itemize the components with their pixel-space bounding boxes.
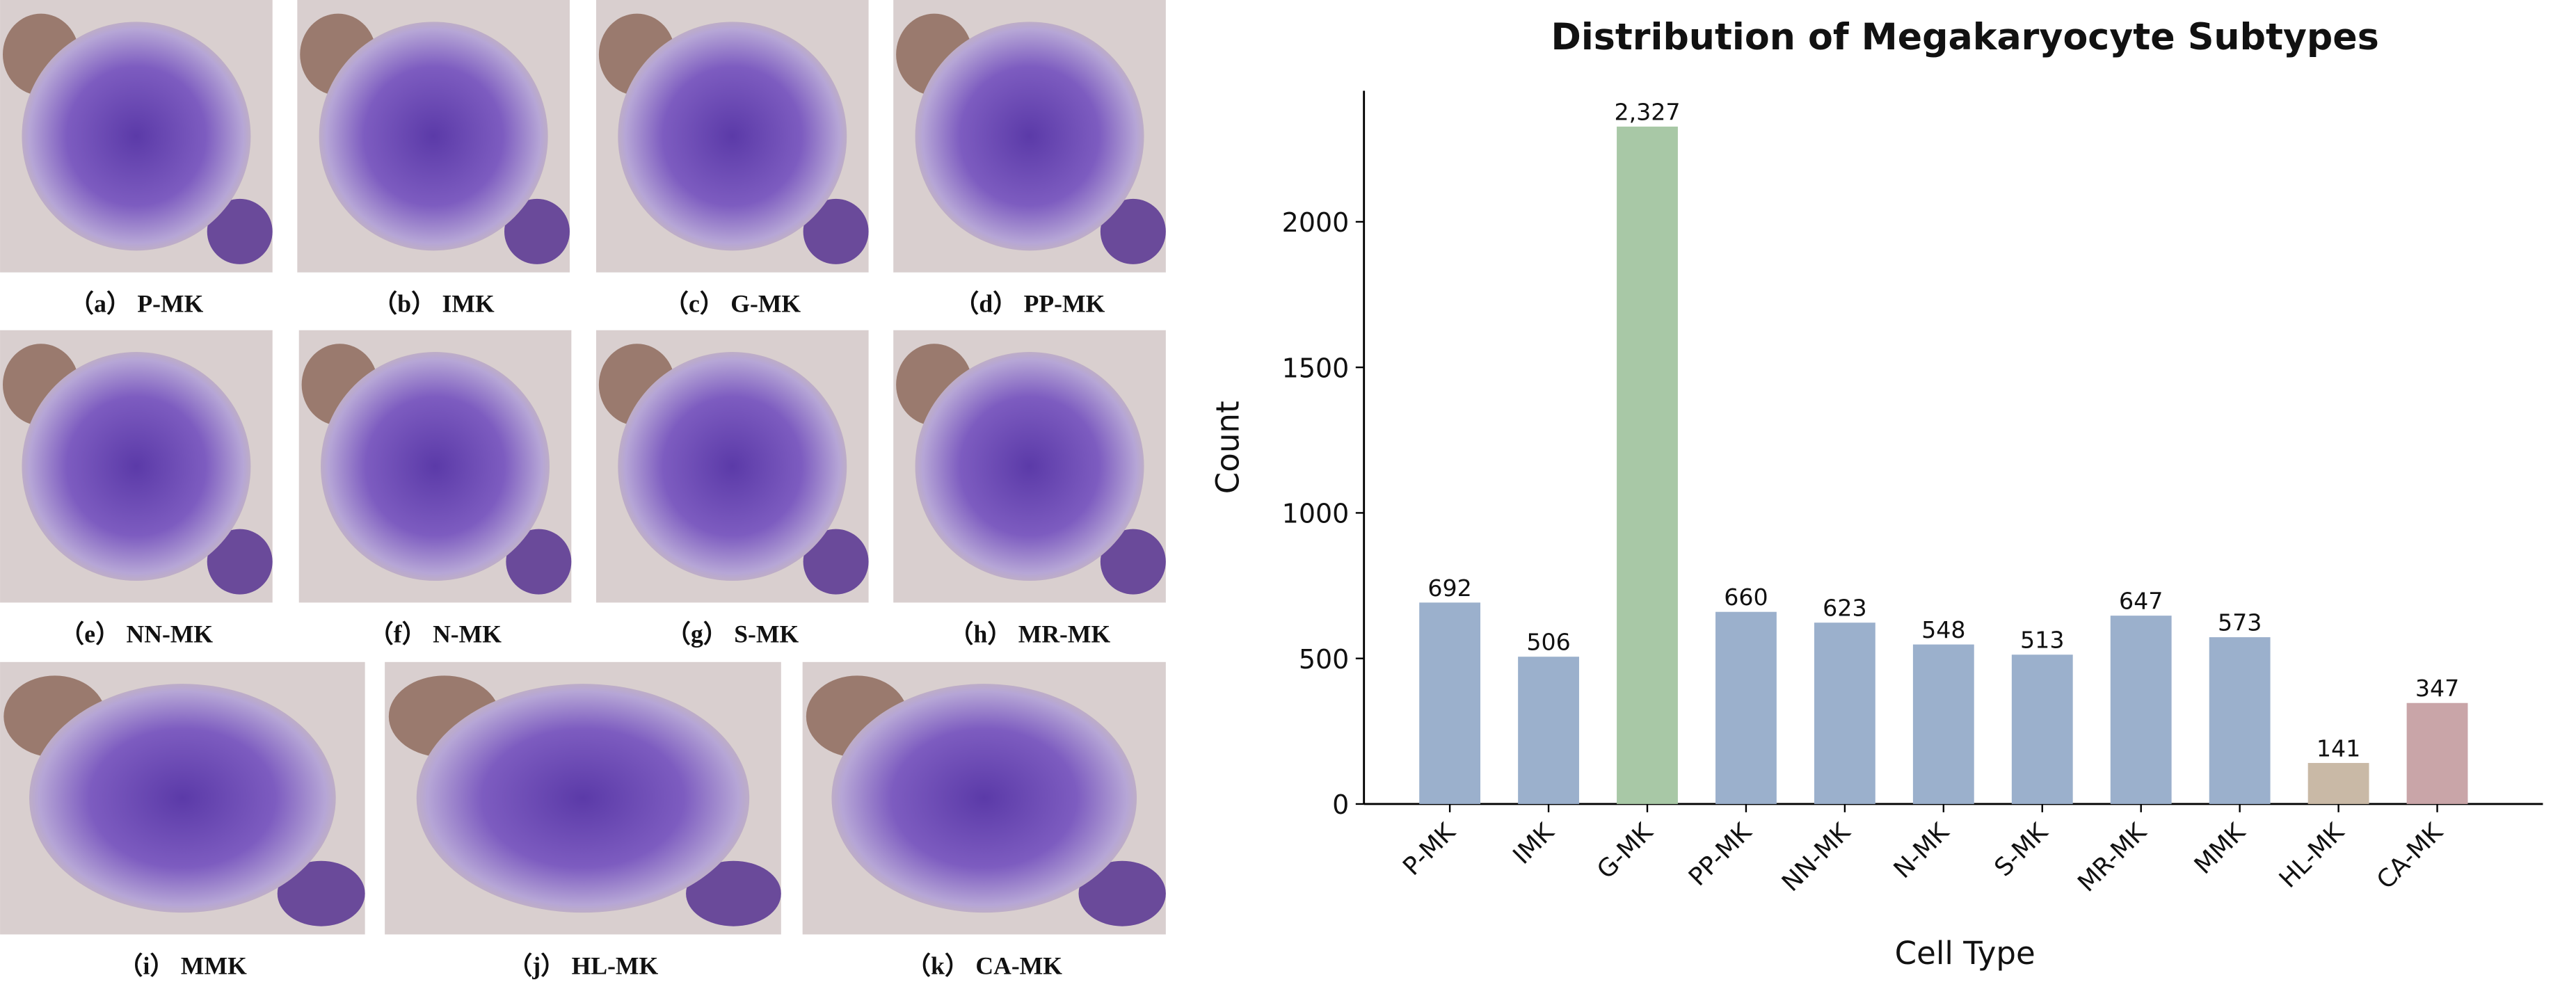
micrograph (297, 0, 570, 273)
bar (1419, 602, 1481, 804)
bar (1518, 657, 1579, 804)
bar (1814, 622, 1875, 804)
panel-caption: （c） G-MK (664, 290, 801, 318)
bar (2209, 637, 2271, 804)
panel-caption: （f） N-MK (369, 620, 502, 648)
cell-blob (207, 198, 273, 264)
x-axis-label: Cell Type (1895, 935, 2035, 972)
x-tick-label: CA-MK (2371, 817, 2449, 895)
micrograph (0, 330, 273, 603)
cell-blob (506, 529, 572, 595)
x-tick-label: MMK (2189, 817, 2252, 880)
micrograph (802, 661, 1166, 935)
megakaryocyte (321, 352, 550, 581)
y-tick-label: 500 (1299, 644, 1349, 675)
value-label: 141 (2317, 734, 2360, 762)
megakaryocyte (22, 22, 251, 251)
value-label: 2,327 (1614, 99, 1680, 126)
cell-blob (1078, 860, 1166, 926)
cell-blob (277, 860, 365, 926)
y-tick-label: 1500 (1282, 353, 1350, 383)
bar (1617, 127, 1678, 804)
micrograph (385, 661, 781, 935)
panel-caption: （k） CA-MK (906, 951, 1063, 979)
micrograph (0, 661, 365, 935)
micrograph (595, 0, 869, 273)
x-tick-label: HL-MK (2274, 817, 2351, 894)
megakaryocyte (618, 352, 847, 581)
value-label: 347 (2415, 675, 2459, 702)
y-tick-label: 2000 (1282, 207, 1350, 238)
x-tick-label: S-MK (1989, 817, 2054, 882)
cell-blob (803, 198, 869, 264)
micrograph (893, 0, 1166, 273)
cell-blob (1100, 198, 1166, 264)
cell-blob (504, 198, 570, 264)
cell-blob (686, 860, 781, 926)
x-tick-label: IMK (1507, 817, 1560, 870)
panel-caption: （j） HL-MK (508, 951, 659, 979)
value-label: 513 (2020, 627, 2064, 654)
panel-caption: （b） IMK (373, 290, 495, 318)
bar (2011, 654, 2073, 804)
bar (2406, 702, 2468, 804)
value-label: 623 (1823, 595, 1866, 622)
x-tick-label: MR-MK (2072, 817, 2153, 898)
panel-caption: （e） NN-MK (60, 620, 214, 648)
micrograph (0, 0, 273, 273)
y-tick-label: 1000 (1282, 499, 1350, 529)
micrograph (595, 330, 869, 603)
value-label: 692 (1427, 575, 1471, 602)
megakaryocyte (319, 22, 548, 251)
value-label: 647 (2119, 588, 2163, 615)
panel-caption: （i） MMK (118, 951, 247, 979)
x-tick-label: P-MK (1398, 817, 1462, 881)
chart-title: Distribution of Megakaryocyte Subtypes (1551, 17, 2379, 58)
y-tick-label: 0 (1332, 789, 1349, 820)
value-label: 573 (2218, 609, 2262, 636)
bar (1912, 644, 1974, 804)
cell-blob (1100, 529, 1166, 595)
panel-caption: （a） P-MK (70, 290, 204, 318)
megakaryocyte (915, 22, 1144, 251)
y-axis-label: Count (1209, 401, 1246, 494)
cell-blob (207, 529, 273, 595)
megakaryocyte (915, 352, 1144, 581)
bar (2110, 616, 2172, 804)
panel-caption: （d） PP-MK (954, 290, 1105, 318)
value-label: 660 (1724, 584, 1768, 611)
x-tick-label: PP-MK (1683, 817, 1758, 892)
cell-blob (803, 529, 869, 595)
x-tick-label: G-MK (1592, 817, 1659, 885)
bar (1715, 611, 1777, 804)
bar (2307, 762, 2369, 804)
micrograph (893, 330, 1166, 603)
micrograph (298, 330, 572, 603)
megakaryocyte (831, 684, 1137, 913)
megakaryocyte (618, 22, 847, 251)
megakaryocyte (416, 684, 750, 913)
value-label: 506 (1526, 629, 1570, 656)
megakaryocyte (29, 684, 336, 913)
x-tick-label: N-MK (1889, 817, 1955, 884)
panel-caption: （g） S-MK (666, 620, 799, 648)
x-tick-label: NN-MK (1777, 817, 1857, 897)
value-label: 548 (1921, 616, 1965, 643)
megakaryocyte (22, 352, 251, 581)
panel-caption: （h） MR-MK (949, 620, 1111, 648)
